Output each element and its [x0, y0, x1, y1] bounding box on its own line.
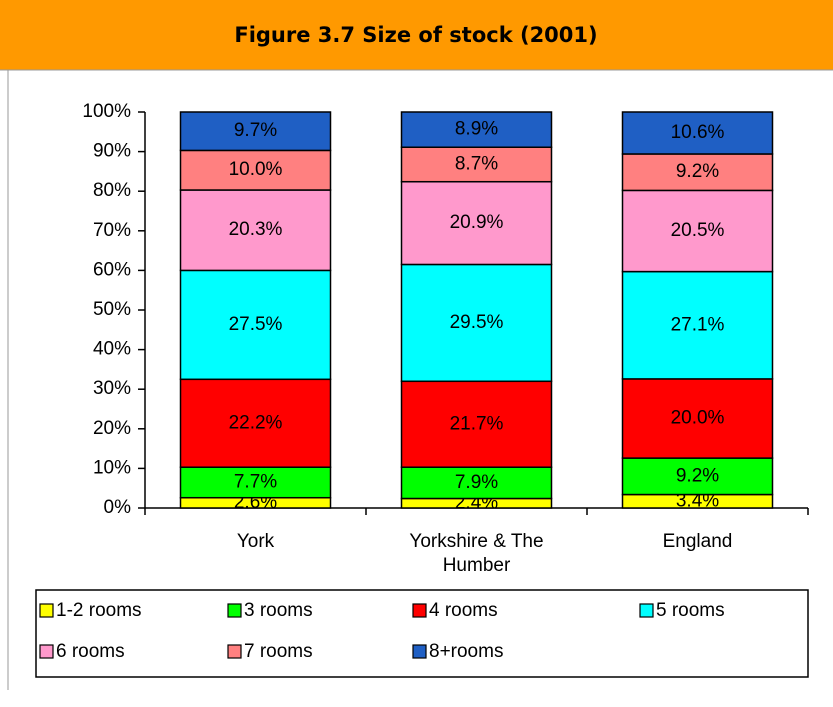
- y-tick-label: 30%: [93, 378, 131, 399]
- data-label: 29.5%: [450, 312, 504, 333]
- bar-segment: [621, 189, 774, 273]
- legend-label: 1-2 rooms: [56, 600, 142, 621]
- bar-segment: [621, 153, 774, 192]
- bar-segment: [621, 270, 774, 380]
- bar-segment: [621, 111, 774, 155]
- bar-segment: [179, 189, 332, 272]
- data-label: 8.9%: [455, 119, 498, 140]
- y-tick-label: 60%: [93, 259, 131, 280]
- bar-segment: [400, 146, 553, 183]
- y-tick-label: 50%: [93, 299, 131, 320]
- legend-swatch: [412, 603, 427, 618]
- data-label: 20.9%: [450, 212, 504, 233]
- data-label: 3.4%: [676, 490, 719, 511]
- y-tick-label: 40%: [93, 339, 131, 360]
- data-label: 20.0%: [671, 408, 725, 429]
- data-label: 20.5%: [671, 220, 725, 241]
- data-label: 22.2%: [229, 412, 283, 433]
- bar-segment: [400, 111, 553, 148]
- legend-label: 7 rooms: [244, 641, 313, 662]
- data-label: 9.7%: [234, 120, 277, 141]
- legend-swatch: [227, 644, 242, 659]
- data-label: 27.5%: [229, 314, 283, 335]
- legend-swatch: [639, 603, 654, 618]
- y-tick-label: 70%: [93, 220, 131, 241]
- data-label: 7.9%: [455, 472, 498, 493]
- bar-segment: [400, 180, 553, 266]
- bar-segment: [400, 466, 553, 500]
- data-label: 8.7%: [455, 153, 498, 174]
- legend-label: 5 rooms: [656, 600, 725, 621]
- bar-segment: [179, 111, 332, 152]
- legend-label: 6 rooms: [56, 641, 125, 662]
- bar-segment: [621, 457, 774, 496]
- data-label: 21.7%: [450, 413, 504, 434]
- chart-title: Figure 3.7 Size of stock (2001): [234, 23, 597, 47]
- y-tick-label: 90%: [93, 141, 131, 162]
- y-tick-label: 0%: [104, 497, 132, 518]
- bar-segment: [179, 378, 332, 468]
- y-tick-label: 10%: [93, 457, 131, 478]
- legend-swatch: [39, 603, 54, 618]
- data-label: 20.3%: [229, 219, 283, 240]
- data-label: 27.1%: [671, 314, 725, 335]
- y-tick-label: 100%: [82, 101, 131, 122]
- x-tick-label: York: [237, 531, 275, 552]
- legend-box: [35, 589, 809, 678]
- x-tick-label: England: [663, 531, 733, 552]
- legend-label: 3 rooms: [244, 600, 313, 621]
- legend-label: 8+rooms: [429, 641, 503, 662]
- bar-segment: [179, 269, 332, 381]
- bar-segment: [400, 263, 553, 383]
- bar-segment: [179, 149, 332, 191]
- data-label: 10.0%: [229, 159, 283, 180]
- data-label: 9.2%: [676, 465, 719, 486]
- y-tick-label: 20%: [93, 418, 131, 439]
- legend-swatch: [412, 644, 427, 659]
- legend-label: 4 rooms: [429, 600, 498, 621]
- title-bar: [0, 0, 833, 70]
- data-label: 7.7%: [234, 471, 277, 492]
- legend-swatch: [227, 603, 242, 618]
- data-label: 9.2%: [676, 161, 719, 182]
- x-tick-label: Yorkshire & The Humber: [409, 531, 543, 576]
- legend-swatch: [39, 644, 54, 659]
- data-label: 10.6%: [671, 122, 725, 143]
- y-tick-label: 80%: [93, 180, 131, 201]
